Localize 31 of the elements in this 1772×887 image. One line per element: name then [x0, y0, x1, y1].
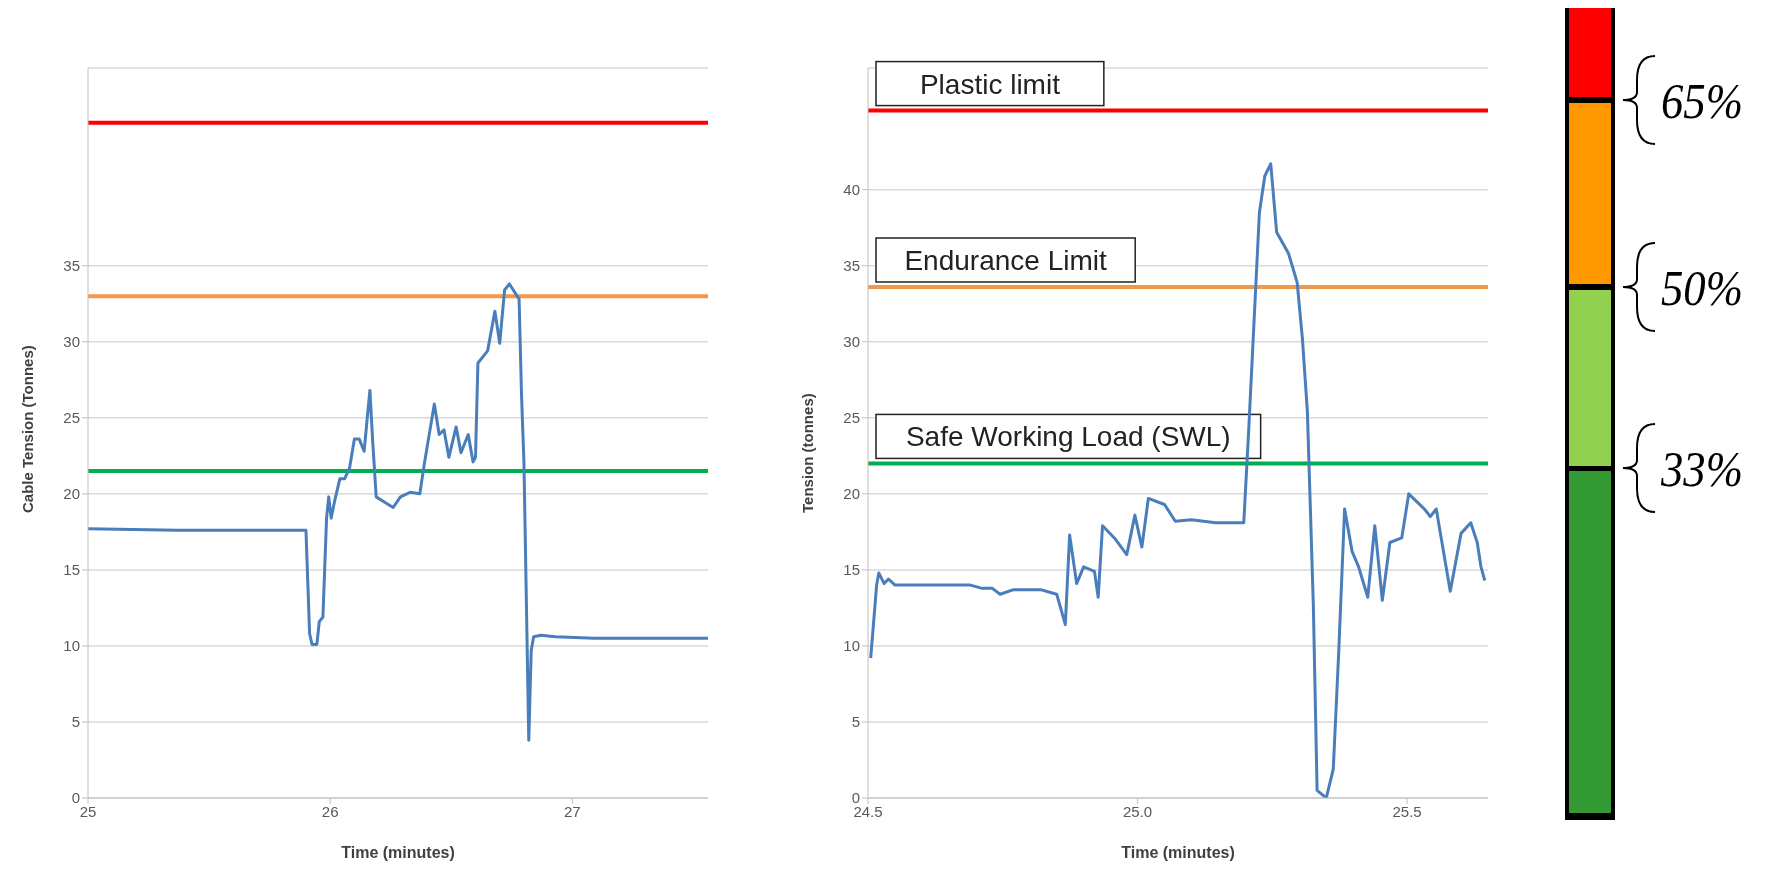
x-tick-label: 25.0: [1122, 802, 1153, 820]
x-axis-title: Time (minutes): [1121, 844, 1235, 861]
ref-line-label: Endurance Limit: [904, 245, 1107, 277]
ref-line-label: Plastic limit: [919, 68, 1061, 100]
y-tick-label: 15: [843, 561, 860, 579]
line-series: [88, 282, 708, 742]
text: 50%: [1661, 260, 1753, 316]
y-tick-label: 35: [843, 257, 860, 275]
y-tick-label: 40: [843, 180, 860, 198]
y-axis-title: Cable Tension (Tonnes): [19, 345, 37, 513]
y-axis-title: Tension (tonnes): [799, 393, 817, 513]
y-tick-label: 0: [71, 789, 80, 807]
x-tick-label: 27: [564, 802, 581, 820]
y-tick-label: 35: [63, 257, 80, 275]
y-tick-label: 15: [63, 561, 80, 579]
text: 33%: [1660, 441, 1753, 497]
y-tick-label: 5: [71, 713, 80, 731]
y-tick-label: 20: [843, 485, 860, 503]
y-tick-label: 25: [63, 409, 80, 427]
y-tick-label: 30: [843, 333, 860, 351]
text: 65%: [1661, 73, 1753, 129]
ref-line-label: Safe Working Load (SWL): [905, 421, 1231, 453]
y-tick-label: 25: [843, 409, 860, 427]
y-tick-label: 10: [843, 637, 860, 655]
y-tick-label: 5: [851, 713, 860, 731]
x-tick-label: 25.5: [1392, 802, 1422, 820]
x-tick-label: 26: [321, 802, 339, 820]
y-tick-label: 10: [63, 637, 80, 655]
y-tick-label: 20: [63, 485, 80, 503]
x-axis-title: Time (minutes): [341, 844, 455, 861]
y-tick-label: 30: [63, 333, 80, 351]
